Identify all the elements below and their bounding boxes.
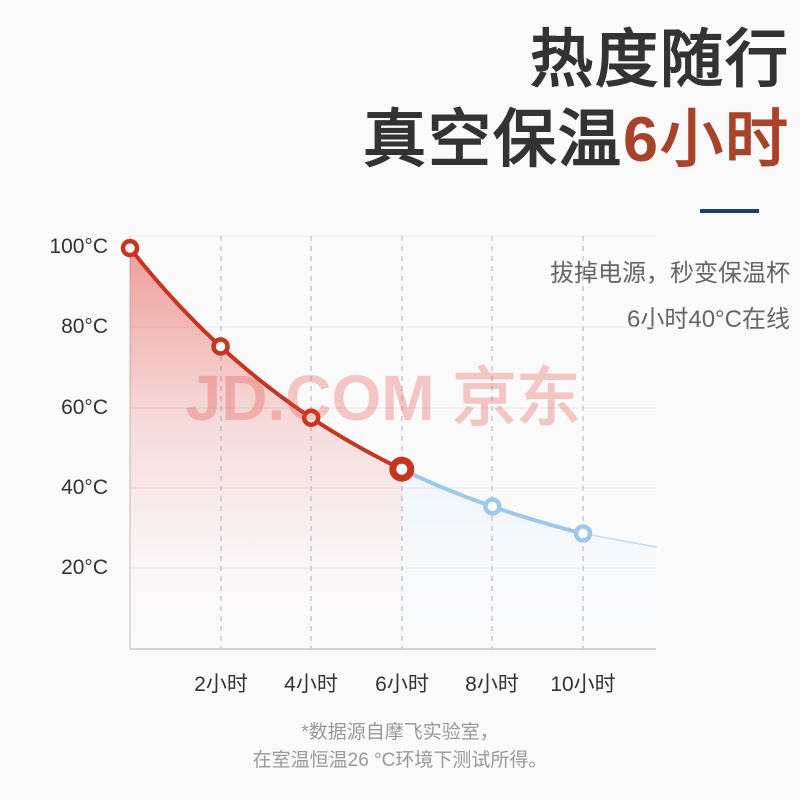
svg-text:6小时: 6小时	[375, 673, 429, 696]
svg-text:80°C: 80°C	[61, 315, 108, 338]
svg-text:8小时: 8小时	[465, 673, 519, 696]
svg-text:在室温恒温26 °C环境下测试所得。: 在室温恒温26 °C环境下测试所得。	[253, 749, 548, 771]
svg-text:10小时: 10小时	[550, 673, 615, 696]
svg-text:JD.COM 京东: JD.COM 京东	[186, 362, 581, 434]
svg-text:2小时: 2小时	[194, 673, 248, 696]
svg-text:100°C: 100°C	[49, 235, 108, 258]
svg-text:4小时: 4小时	[284, 673, 338, 696]
svg-text:40°C: 40°C	[61, 476, 108, 499]
svg-text:*数据源自摩飞实验室，: *数据源自摩飞实验室，	[301, 721, 498, 743]
svg-text:20°C: 20°C	[61, 556, 108, 579]
svg-text:60°C: 60°C	[61, 396, 108, 419]
